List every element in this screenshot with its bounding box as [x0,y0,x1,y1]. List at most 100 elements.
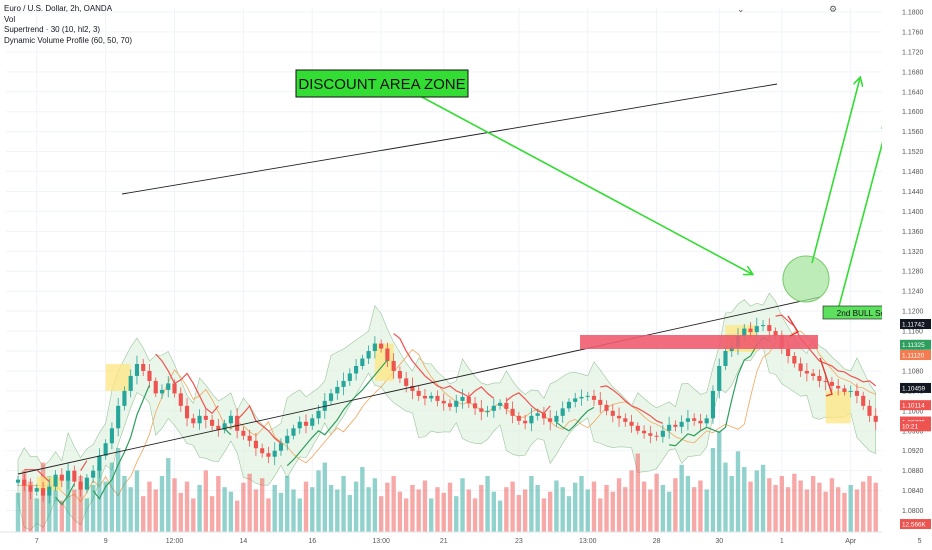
candle-body [516,415,521,421]
candle-body [604,404,609,411]
volume-bar [378,496,384,532]
volume-bar [861,481,866,532]
volume-bar [635,453,641,532]
volume-bar [122,476,127,532]
discount-arrow [419,95,752,274]
candle-body [266,453,271,457]
grid-layer [6,8,921,532]
candle-body [760,325,766,327]
time-tick-label: 13:00 [579,538,597,545]
volume-bar [742,467,747,532]
candle-body [579,396,584,399]
dvp-indicator-label[interactable]: Dynamic Volume Profile (60, 50, 70) [4,35,133,45]
supertrend-down-line [600,385,664,424]
candle-body [667,424,672,431]
volume-bar [322,462,327,532]
drawing-layer[interactable]: DISCOUNT AREA ZONE 2nd BULL Scenario [17,69,923,475]
candle-body [673,424,678,427]
volume-bar [804,489,810,532]
volume-bar [579,476,584,532]
candle-body [811,373,816,376]
volume-bar [460,478,465,532]
volume-bar [403,498,409,532]
volume-bar [616,478,622,532]
candle-body [773,331,778,337]
candle-body [710,390,716,419]
bull-label-text: 2nd BULL Scenario [837,309,908,318]
volume-bar [529,476,534,532]
candle-body [172,383,177,394]
supertrend-up-line [286,359,388,467]
volume-bar [328,484,334,532]
candle-body [848,390,853,392]
volume-bar [566,496,572,532]
candle-body [804,370,809,374]
volume-bar [234,500,240,532]
volume-bar [867,476,872,532]
candle-body [660,430,665,437]
volume-bar [454,496,459,532]
volume-bar [416,489,421,532]
candle-body [786,348,791,357]
time-tick-label: 14 [239,538,247,545]
candle-body [191,418,196,424]
vol-indicator-label[interactable]: Vol [4,14,16,24]
price-tag-bg [900,339,931,350]
supertrend-down-line [236,404,282,444]
candle-body [354,365,359,374]
price-tag-bg [900,519,931,530]
volume-bar [773,484,778,532]
candle-body [623,418,628,422]
volume-bar [792,473,797,532]
candle-body [422,395,428,399]
volume-bar [28,481,33,532]
volume-bar [516,495,522,532]
volume-bar [84,498,90,532]
volume-bar [253,489,259,532]
discount-label-group: DISCOUNT AREA ZONE [295,69,469,98]
volume-bar [47,476,52,532]
volume-bar [159,476,165,532]
time-tick-label: 21 [440,538,448,545]
candle-body [717,365,722,391]
volume-bar [604,484,609,532]
time-tick-label: Apr [845,538,857,545]
price-axis[interactable]: 1.1800 1.1760 1.1720 1.1680 1.1640 1.1600 1.15… [882,0,932,550]
price-tick-label: 1.1240 [902,289,924,296]
candle-body [34,488,39,492]
volume-bar [585,489,590,532]
candle-body [466,396,471,404]
volume-bar [767,478,772,532]
bear-arrow-2 [819,357,833,397]
price-tick-label: 1.0840 [902,488,924,495]
supertrend-indicator-label[interactable]: Supertrend · 30 (10, hl2, 3) [4,25,101,34]
volume-bar [222,487,227,532]
volume-bar [266,498,271,532]
price-tick-label: 1.1600 [902,109,924,116]
candle-body [454,400,459,407]
candle-body [729,347,734,352]
candle-body [328,393,334,401]
candle-body [767,325,772,332]
volume-bar [78,476,83,532]
candle-body [397,370,402,379]
volume-bar [848,484,853,532]
symbol-title[interactable]: Euro / U.S. Dollar, 2h, OANDA [4,4,113,13]
candle-body [704,418,709,424]
expand-icon[interactable]: ⌄ [737,4,745,14]
time-tick-label: 13:00 [372,538,390,545]
volume-bar [491,491,497,532]
candle-body [291,428,296,436]
volume-profile-band [17,292,877,531]
volume-bar [166,458,171,532]
settings-icon[interactable]: ⚙ [829,4,838,14]
supertrend-up-line [224,428,232,436]
volume-bar [691,487,697,532]
time-axis-bg [0,532,882,550]
volume-bar [59,500,65,532]
candle-body [141,363,146,371]
candle-body [560,408,565,416]
candle-body [723,351,728,366]
